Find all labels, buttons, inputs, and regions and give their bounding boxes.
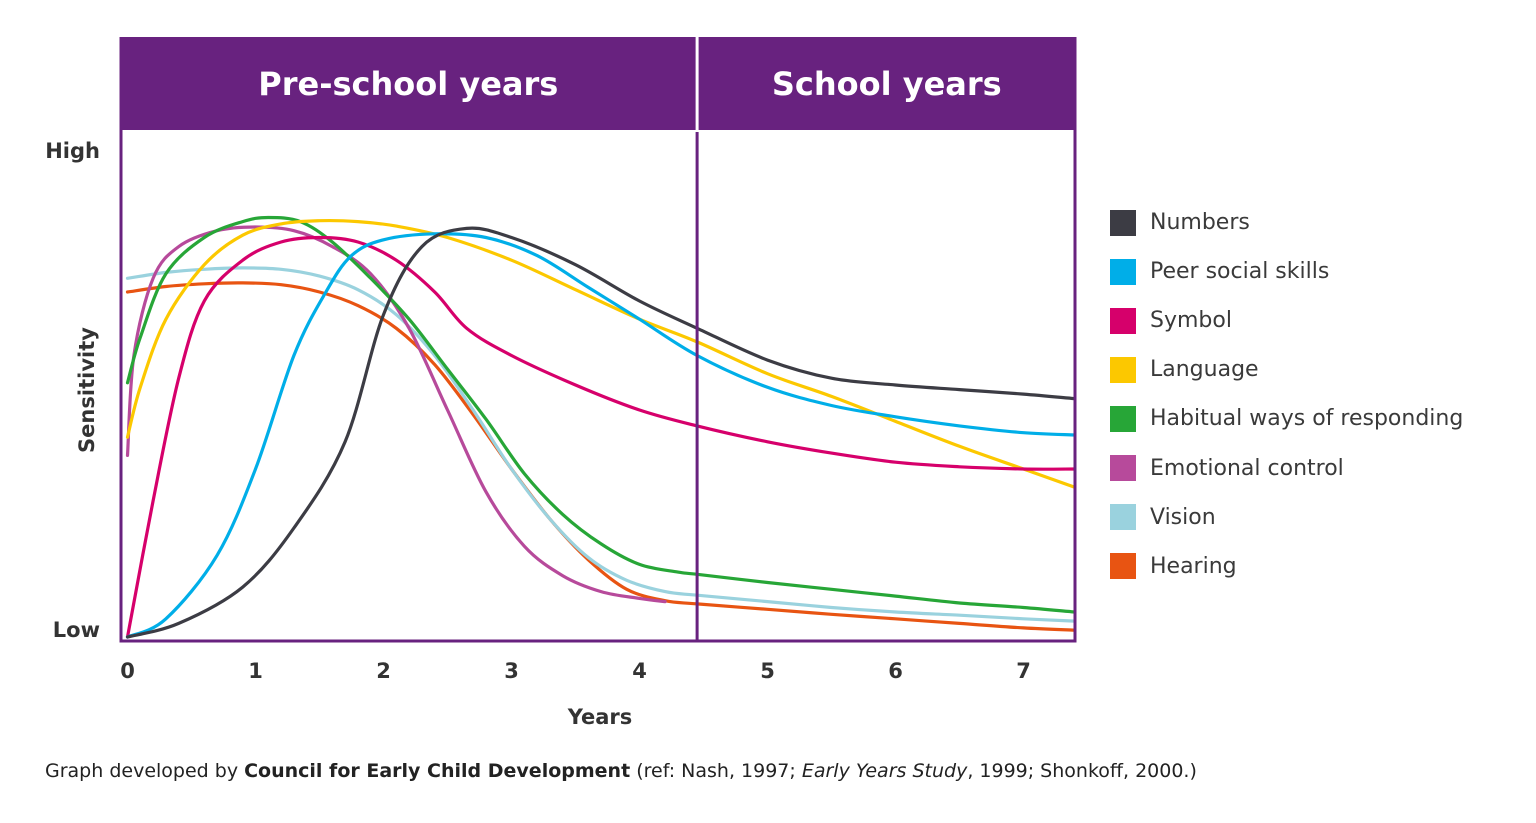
y-axis-title: Sensitivity (75, 327, 99, 453)
legend-swatch (1110, 455, 1136, 482)
period-bands: Pre-school years School years (121, 37, 1075, 130)
band-1 (698, 37, 1075, 130)
legend-item: Peer social skills (1110, 247, 1463, 296)
x-tick-label: 6 (888, 659, 903, 683)
legend-label: Vision (1150, 504, 1216, 530)
x-tick-label: 0 (120, 659, 135, 683)
band-label-0: Pre-school years (258, 65, 558, 103)
legend-swatch (1110, 405, 1136, 432)
x-tick-label: 5 (760, 659, 775, 683)
legend-item: Symbol (1110, 296, 1463, 345)
y-tick-label: Low (53, 618, 100, 642)
legend-swatch (1110, 553, 1136, 580)
source-org: Council for Early Child Development (244, 760, 631, 782)
legend-swatch (1110, 356, 1136, 383)
legend-item: Emotional control (1110, 443, 1463, 492)
series-line-emotional-control (125, 225, 667, 604)
series-line-habitual-ways-of-responding (125, 215, 1075, 614)
x-tick-label: 7 (1016, 659, 1031, 683)
source-ref-open: (ref: Nash, 1997; (630, 760, 802, 782)
legend-item: Habitual ways of responding (1110, 394, 1463, 443)
legend-label: Numbers (1150, 210, 1250, 236)
series-line-peer-social-skills (125, 232, 1075, 639)
legend-swatch (1110, 209, 1136, 236)
legend-label: Peer social skills (1150, 259, 1330, 285)
x-tick-label: 3 (504, 659, 519, 683)
series-line-language (125, 218, 1075, 489)
legend-item: Hearing (1110, 542, 1463, 591)
band-label-1: School years (772, 65, 1002, 103)
legend-swatch (1110, 504, 1136, 531)
x-tick-label: 4 (632, 659, 647, 683)
series-line-vision (125, 266, 1075, 623)
legend-item: Vision (1110, 493, 1463, 542)
series-line-hearing (125, 281, 1075, 632)
source-prefix: Graph developed by (45, 760, 245, 782)
x-tick-label: 2 (376, 659, 391, 683)
legend: Numbers Peer social skills Symbol Language H… (1110, 198, 1463, 591)
source-credit: Graph developed by Council for Early Chi… (45, 760, 1197, 782)
legend-label: Language (1150, 357, 1259, 383)
legend-label: Habitual ways of responding (1150, 406, 1464, 432)
legend-label: Symbol (1150, 308, 1232, 334)
legend-label: Emotional control (1150, 455, 1344, 481)
series-line-symbol (125, 235, 1075, 639)
x-axis-title: Years (567, 705, 633, 729)
legend-swatch (1110, 258, 1136, 285)
x-tick-label: 1 (248, 659, 263, 683)
y-tick-label: High (45, 139, 100, 163)
legend-label: Hearing (1150, 553, 1237, 579)
legend-item: Numbers (1110, 198, 1463, 247)
series-lines (125, 215, 1075, 639)
tick-labels: 0 1 2 3 4 5 6 7 Low High (45, 139, 1031, 683)
source-study: Early Years Study (801, 760, 968, 782)
axes (119, 37, 1077, 643)
legend-swatch (1110, 307, 1136, 334)
band-0 (121, 37, 696, 130)
legend-item: Language (1110, 345, 1463, 394)
source-ref-close: , 1999; Shonkoff, 2000.) (967, 760, 1197, 782)
series-line-numbers (125, 226, 1075, 639)
